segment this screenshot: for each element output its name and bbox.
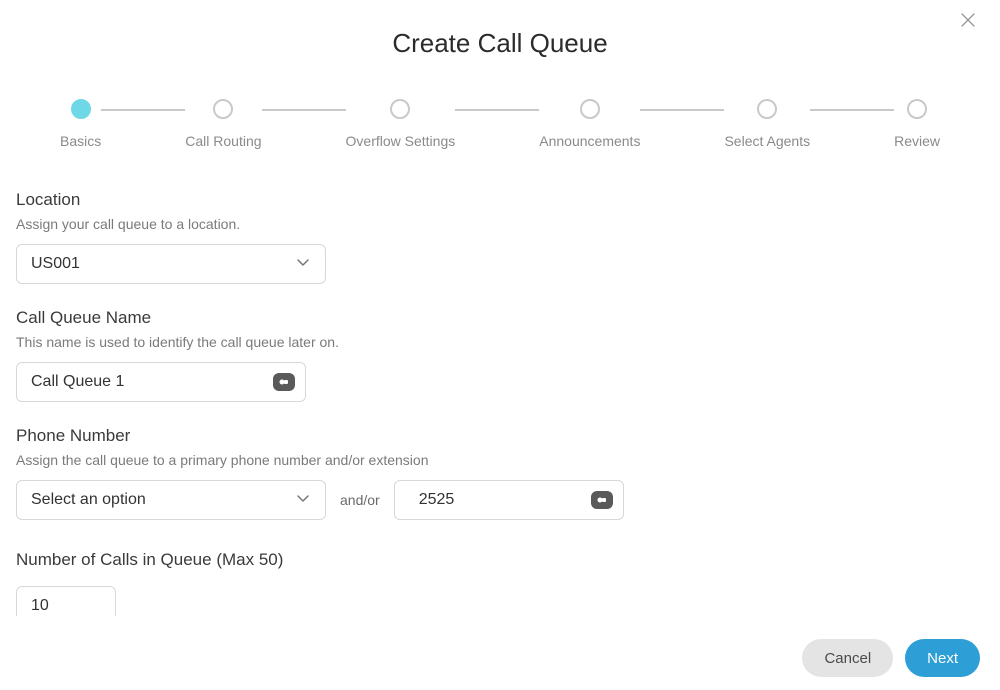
step-connector [810, 109, 894, 111]
step-circle-icon [390, 99, 410, 119]
step-circle-icon [757, 99, 777, 119]
step-circle-icon [213, 99, 233, 119]
step-connector [640, 109, 724, 111]
chevron-down-icon [295, 254, 311, 275]
location-select[interactable]: US001 [16, 244, 326, 284]
phone-number-select[interactable]: Select an option [16, 480, 326, 520]
step-label: Call Routing [185, 133, 261, 149]
num-calls-value: 10 [31, 597, 105, 615]
field-location: Location Assign your call queue to a loc… [16, 190, 988, 284]
step-label: Select Agents [724, 133, 810, 149]
phone-label: Phone Number [16, 426, 988, 446]
queue-name-label: Call Queue Name [16, 308, 988, 328]
modal-footer: Cancel Next [0, 626, 1000, 690]
step-select-agents[interactable]: Select Agents [724, 99, 810, 149]
step-review[interactable]: Review [894, 99, 940, 149]
queue-name-desc: This name is used to identify the call q… [16, 334, 988, 350]
extension-input[interactable]: 2525 [394, 480, 624, 520]
field-phone-number: Phone Number Assign the call queue to a … [16, 426, 988, 520]
step-circle-icon [580, 99, 600, 119]
step-call-routing[interactable]: Call Routing [185, 99, 261, 149]
clear-input-icon[interactable] [591, 491, 613, 509]
step-circle-icon [71, 99, 91, 119]
queue-name-value: Call Queue 1 [31, 373, 273, 391]
field-num-calls: Number of Calls in Queue (Max 50) 10 [16, 550, 988, 616]
step-circle-icon [907, 99, 927, 119]
modal-title: Create Call Queue [0, 0, 1000, 59]
step-basics[interactable]: Basics [60, 99, 101, 149]
queue-name-input[interactable]: Call Queue 1 [16, 362, 306, 402]
phone-select-value: Select an option [31, 491, 146, 509]
close-icon [960, 12, 976, 28]
step-connector [455, 109, 539, 111]
chevron-down-icon [295, 490, 311, 511]
cancel-button[interactable]: Cancel [802, 639, 893, 677]
andor-text: and/or [340, 492, 380, 508]
num-calls-input[interactable]: 10 [16, 586, 116, 616]
form-scroll-area[interactable]: Location Assign your call queue to a loc… [16, 190, 996, 616]
num-calls-label: Number of Calls in Queue (Max 50) [16, 550, 988, 570]
location-desc: Assign your call queue to a location. [16, 216, 988, 232]
step-label: Basics [60, 133, 101, 149]
next-button[interactable]: Next [905, 639, 980, 677]
field-queue-name: Call Queue Name This name is used to ide… [16, 308, 988, 402]
location-label: Location [16, 190, 988, 210]
clear-input-icon[interactable] [273, 373, 295, 391]
step-connector [262, 109, 346, 111]
close-button[interactable] [960, 12, 984, 36]
location-value: US001 [31, 255, 80, 273]
step-label: Announcements [539, 133, 640, 149]
step-label: Overflow Settings [346, 133, 456, 149]
step-overflow-settings[interactable]: Overflow Settings [346, 99, 456, 149]
step-connector [101, 109, 185, 111]
extension-value: 2525 [409, 491, 591, 509]
step-announcements[interactable]: Announcements [539, 99, 640, 149]
phone-desc: Assign the call queue to a primary phone… [16, 452, 988, 468]
wizard-stepper: Basics Call Routing Overflow Settings An… [0, 99, 1000, 149]
step-label: Review [894, 133, 940, 149]
